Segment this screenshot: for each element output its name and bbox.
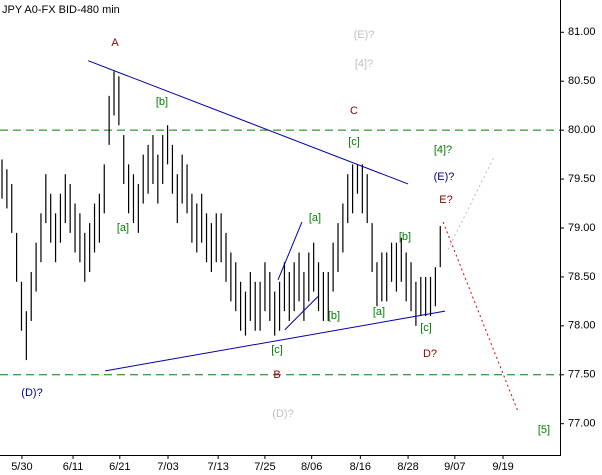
x-tick-label: 8/28: [397, 461, 418, 473]
x-tick-label: 8/16: [350, 461, 371, 473]
y-tick-label: 78.50: [568, 271, 596, 283]
wave-label: [c]: [348, 136, 360, 148]
trend-line: [87, 60, 409, 185]
wave-label: [4]?: [434, 144, 452, 156]
y-tick-label: 77.00: [568, 418, 596, 430]
wave-label: A: [111, 37, 119, 49]
trend-line: [284, 296, 319, 331]
x-tick-label: 7/25: [254, 461, 275, 473]
x-tick-label: 8/06: [301, 461, 322, 473]
x-tick-label: 5/30: [11, 461, 32, 473]
wave-label: B: [273, 369, 280, 381]
x-tick-label: 9/07: [444, 461, 465, 473]
y-tick-label: 79.50: [568, 173, 596, 185]
chart-title: JPY A0-FX BID-480 min: [2, 4, 120, 16]
wave-label: [4]?: [355, 58, 373, 70]
x-tick-label: 6/21: [109, 461, 130, 473]
wave-label: C: [350, 105, 358, 117]
x-tick-label: 9/19: [492, 461, 513, 473]
wave-label: [a]: [309, 212, 321, 224]
trend-line: [277, 221, 303, 281]
x-tick-label: 6/11: [63, 461, 84, 473]
y-tick-label: 79.00: [568, 222, 596, 234]
wave-label: [b]: [156, 96, 168, 108]
wave-label: (D)?: [272, 408, 293, 420]
wave-label: [c]: [420, 322, 432, 334]
x-tick-label: 7/03: [157, 461, 178, 473]
trend-line: [105, 310, 446, 372]
wave-label: [b]: [328, 310, 340, 322]
wave-label: D?: [423, 348, 437, 360]
y-tick-label: 77.50: [568, 369, 596, 381]
wave-label: E?: [439, 194, 452, 206]
y-tick-label: 80.00: [568, 124, 596, 136]
wave-label: [a]: [117, 222, 129, 234]
wave-label: (D)?: [21, 387, 42, 399]
wave-label: [c]: [271, 344, 283, 356]
y-tick-label: 80.50: [568, 75, 596, 87]
wave-label: (E)?: [434, 171, 455, 183]
wave-label: [a]: [373, 306, 385, 318]
y-tick-label: 78.00: [568, 320, 596, 332]
wave-label: (E)?: [354, 29, 375, 41]
wave-label: [5]: [538, 424, 550, 436]
wave-label: [b]: [399, 231, 411, 243]
x-tick-label: 7/13: [207, 461, 228, 473]
trend-line: [442, 221, 519, 413]
y-tick-label: 81.00: [568, 26, 596, 38]
